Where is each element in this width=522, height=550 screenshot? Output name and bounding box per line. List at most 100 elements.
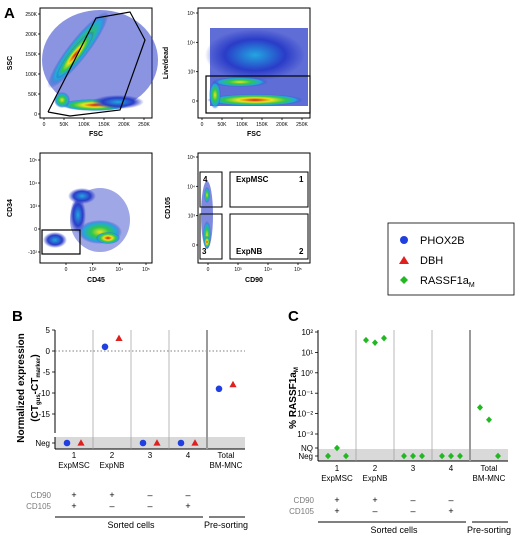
flow-plot-1-ytick-label: 0 [34,112,37,118]
gate-1-name: ExpMSC [236,175,269,184]
flow-plot-4-xtick-label: 0 [207,267,210,273]
chart-b-category-name: ExpMSC [58,461,90,470]
flow-plot-4: 4 ExpMSC 1 3 ExpNB 2 0 10³ 10⁴ 10⁵ 0 10³ 10⁴ 1… [165,152,311,284]
flow-plot-2-xlabel: FSC [247,131,261,138]
chart-c-category-name: ExpMSC [321,474,353,483]
chart-b-point-phox2b [215,385,223,393]
chart-c-point-rassf1a [334,444,340,452]
flow-plot-4-ylabel: CD105 [165,197,172,219]
chart-c-ytick-label: 10² [301,328,313,337]
markers-table-c-group-label: Pre-sorting [467,525,511,535]
markers-table-c-cell: + [448,506,453,516]
flow-plot-2-xtick-label: 100K [236,122,248,128]
markers-table-b-cell: – [147,490,152,500]
flow-plot-3-yticks: -10² 0 10³ 10⁴ 10⁵ [28,158,40,256]
legend-dbh-marker [399,256,409,264]
flow-plot-3-ylabel: CD34 [7,199,14,217]
flow-plot-2-ytick-label: 10⁵ [187,11,195,17]
chart-b-ytick-label: 5 [46,326,51,335]
chart-b-point-dbh [153,439,161,446]
gate-2-name: ExpNB [236,247,262,256]
chart-c-point-rassf1a [495,452,501,460]
flow-plot-1-gate [47,11,146,117]
flow-plot-1-xtick-label: 250K [138,122,150,128]
flow-plot-4-frame [197,152,311,264]
flow-plot-3-ytick-label: 10³ [30,204,38,210]
chart-b-marks [63,334,237,447]
chart-c-category-number: Total [481,464,498,473]
flow-plot-2-xtick-label: 0 [201,122,204,128]
flow-plot-3-ytick-label: 10⁵ [29,158,37,164]
chart-b-point-dbh [115,334,123,341]
gate-1-box [229,171,309,208]
flow-plot-2-ylabel: Live/dead [163,47,170,79]
chart-c-category-number: 1 [335,464,340,473]
legend-phox2b-marker [400,236,408,244]
flow-plot-2-ytick-label: 10⁴ [187,40,195,46]
flow-plot-1-xtick-label: 100K [78,122,90,128]
flow-plot-2-xtick-label: 150K [256,122,268,128]
chart-c-point-rassf1a [372,339,378,346]
markers-table-b-cell: + [109,490,114,500]
flow-plot-3-ytick-label: -10² [28,250,37,256]
chart-b-point-phox2b [101,343,109,351]
flow-plot-2-ytick-label: 10³ [188,70,196,76]
flow-plot-4-yticks: 0 10³ 10⁴ 10⁵ [187,155,198,249]
chart-c-marks [325,334,501,460]
chart-c-category-number: 4 [449,464,454,473]
chart-c-point-rassf1a [343,452,349,460]
chart-c-category-number: 2 [373,464,378,473]
chart-c-point-rassf1a [457,452,463,460]
flow-plot-4-xtick-label: 10⁴ [264,267,272,273]
markers-table-b-cell: – [109,501,114,511]
flow-plot-2-density [205,28,308,109]
panel-label-b: B [12,308,23,325]
chart-c-ytick-label: NQ [301,444,313,453]
markers-table-b-group-label: Sorted cells [107,520,155,530]
markers-table-b: CD90 + + – –CD105 + – – +Sorted cells Pre-sorting [26,490,248,530]
flow-plot-1-ylabel: SSC [7,56,14,70]
chart-b-neg-band [55,437,245,449]
flow-plot-4-ytick-label: 10⁴ [187,184,195,190]
chart-b-ytick-label: -5 [43,368,51,377]
chart-b-point-dbh [191,439,199,446]
chart-c-point-rassf1a [410,452,416,460]
flow-plot-1-ytick-label: 50K [28,92,38,98]
flow-plot-3-ytick-label: 0 [34,227,37,233]
markers-table-b-row-label: CD90 [31,491,52,500]
flow-plot-3-xtick-label: 0 [65,267,68,273]
markers-table-c-cell: – [410,506,415,516]
flow-plot-4-xtick-label: 10³ [234,267,242,273]
markers-table-b-cell: – [185,490,190,500]
gate-2-box [229,213,309,260]
chart-c-point-rassf1a [325,452,331,460]
flow-plot-2: 0 50K 100K 150K 200K 250K 0 10³ 10⁴ 10⁵ FSC Live… [163,7,311,138]
gate-4-box [199,171,223,208]
chart-c-point-rassf1a [401,452,407,460]
flow-plot-3-xticks: 0 10³ 10⁴ 10⁵ [65,263,150,273]
chart-b-ylabel-formula: (CTgus-CTmarker) [30,354,42,421]
flow-plot-1-ytick-label: 150K [25,52,37,58]
chart-c-ytick-label: 10¹ [301,348,313,357]
markers-table-c: CD90 + + – –CD105 + – – +Sorted cells Pre-sorting [289,495,511,535]
flow-plot-3: 0 10³ 10⁴ 10⁵ -10² 0 10³ 10⁴ 10⁵ CD45 CD34 [7,152,153,284]
flow-plot-4-ytick-label: 10⁵ [187,155,195,161]
markers-table-c-cell: + [334,495,339,505]
gate-4-number: 4 [203,175,208,184]
markers-table-c-cell: + [334,506,339,516]
flow-plot-1-yticks: 0 50K 100K 150K 200K 250K [25,12,40,118]
markers-table-c-cell: + [372,495,377,505]
markers-table-c-cell: – [372,506,377,516]
flow-plot-4-xticks: 0 10³ 10⁴ 10⁵ [207,263,302,273]
chart-c-category-name: ExpNB [363,474,388,483]
flow-plot-3-xtick-label: 10⁴ [115,267,123,273]
flow-plot-2-xtick-label: 250K [296,122,308,128]
flow-plot-2-xtick-label: 50K [218,122,228,128]
flow-plot-3-xlabel: CD45 [87,277,105,284]
legend-dbh-label: DBH [420,255,443,267]
chart-c-point-rassf1a [419,452,425,460]
